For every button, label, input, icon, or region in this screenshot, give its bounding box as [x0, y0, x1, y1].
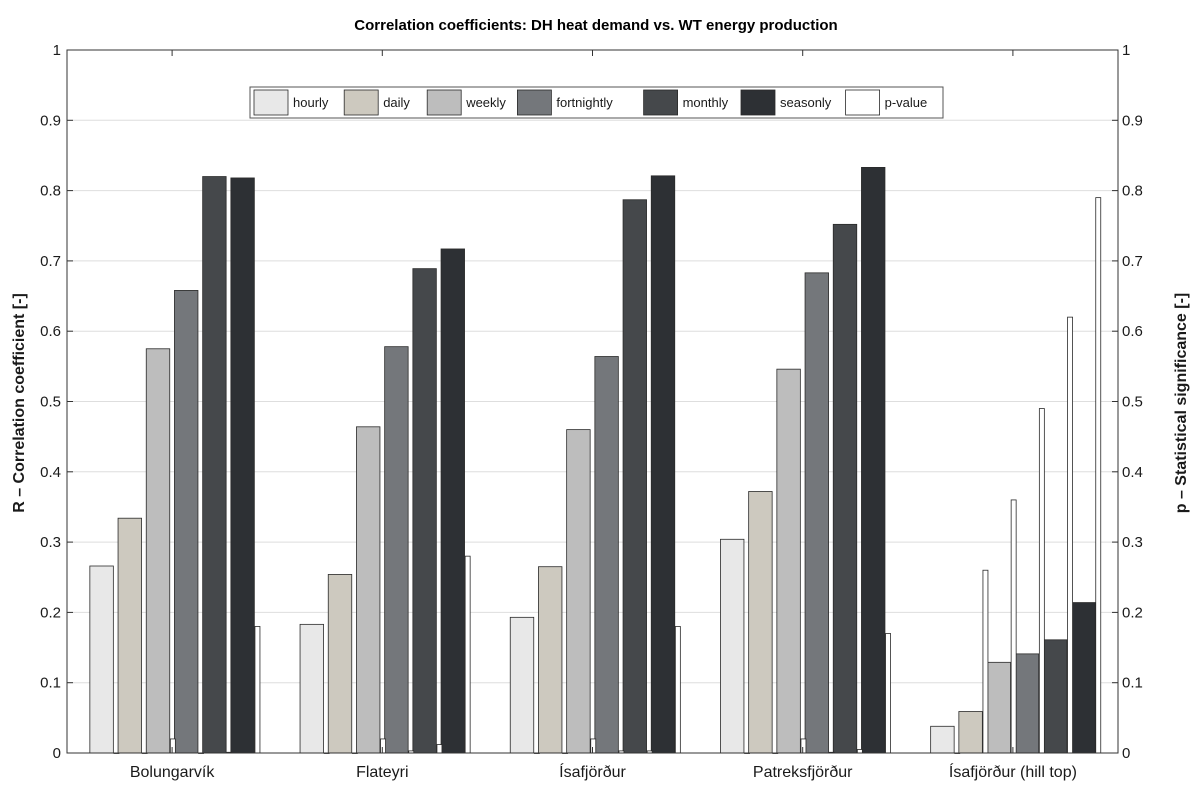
bar-p-value — [1095, 197, 1102, 754]
bar-weekly — [566, 429, 591, 754]
bar-hourly — [720, 538, 745, 754]
legend-swatch-seasonly — [740, 89, 776, 116]
y2-axis-label: p – Statistical significance [-] — [1173, 293, 1190, 514]
bar-seasonly — [650, 175, 676, 754]
bar-monthly — [832, 223, 858, 754]
bar-monthly — [202, 176, 227, 754]
bar-seasonly — [861, 167, 886, 754]
y2-tick-label: 1 — [1122, 42, 1130, 59]
bar-fortnightly — [594, 356, 619, 754]
bar-p-value — [674, 626, 681, 754]
y-tick-label: 0.2 — [40, 604, 61, 621]
bar-daily — [538, 566, 563, 754]
bar-weekly — [356, 426, 381, 754]
legend-swatch-monthly — [643, 89, 678, 116]
y-tick-label: 0.3 — [40, 534, 61, 551]
legend-swatch-p-value — [845, 89, 880, 116]
bar-monthly — [1043, 639, 1068, 754]
y2-tick-label: 0.4 — [1122, 464, 1143, 481]
category-label: Ísafjörður — [559, 762, 626, 781]
legend-swatch-weekly — [426, 89, 462, 116]
bar-weekly — [776, 368, 801, 754]
bar-p-value — [1038, 408, 1045, 754]
bar-p-value — [1010, 499, 1017, 754]
bar-monthly — [622, 199, 647, 754]
y-tick-label: 0.4 — [40, 464, 61, 481]
y-tick-label: 0.5 — [40, 394, 61, 411]
bar-daily — [117, 517, 142, 754]
y2-tick-label: 0.5 — [1122, 394, 1143, 411]
bar-p-value — [436, 744, 443, 754]
bar-p-value — [800, 738, 807, 754]
bar-hourly — [509, 616, 535, 754]
legend-swatch-hourly — [253, 89, 289, 116]
bar-seasonly — [1071, 602, 1096, 754]
bar-p-value — [856, 749, 863, 754]
y-axis-label: R – Correlation coefficient [-] — [11, 293, 28, 513]
category-label: Flateyri — [356, 764, 408, 781]
bar-p-value — [254, 626, 261, 754]
bar-fortnightly — [384, 346, 409, 754]
bar-hourly — [299, 623, 324, 754]
bar-hourly — [930, 725, 955, 754]
y2-tick-label: 0.3 — [1122, 534, 1143, 551]
bar-fortnightly — [1014, 653, 1040, 754]
bar-p-value — [982, 569, 989, 754]
category-label: Bolungarvík — [130, 764, 215, 781]
y2-tick-label: 0 — [1122, 745, 1130, 762]
legend-label-p-value: p-value — [885, 95, 928, 110]
y2-tick-label: 0.8 — [1122, 183, 1143, 200]
category-label: Ísafjörður (hill top) — [949, 762, 1077, 781]
bars-group — [89, 167, 1102, 754]
bar-weekly — [986, 661, 1011, 754]
y2-tick-label: 0.6 — [1122, 323, 1143, 340]
bar-daily — [958, 711, 983, 754]
bar-seasonly — [230, 177, 255, 754]
legend-label-hourly: hourly — [293, 95, 329, 110]
chart-title: Correlation coefficients: DH heat demand… — [354, 17, 837, 34]
legend-label-weekly: weekly — [465, 95, 506, 110]
bar-p-value — [590, 738, 597, 754]
bar-weekly — [145, 348, 171, 754]
y-tick-label: 0.1 — [40, 675, 61, 692]
y-tick-label: 0.6 — [40, 323, 61, 340]
y2-tick-label: 0.1 — [1122, 675, 1143, 692]
legend-label-seasonly: seasonly — [780, 95, 832, 110]
legend-label-fortnightly: fortnightly — [556, 95, 613, 110]
y2-tick-label: 0.9 — [1122, 112, 1143, 129]
bar-p-value — [1067, 316, 1073, 754]
y-tick-label: 0.8 — [40, 183, 61, 200]
bar-daily — [327, 574, 353, 754]
bar-hourly — [89, 565, 114, 754]
bar-seasonly — [440, 248, 465, 754]
bar-fortnightly — [174, 290, 199, 754]
y2-tick-label: 0.2 — [1122, 604, 1143, 621]
bar-monthly — [412, 268, 437, 754]
axis-ticks: 0 0 0.1 0.1 0.2 0.2 0.3 0.3 0.4 0.4 0.5 0.5 0.6 0.6 0.… — [40, 42, 1143, 781]
legend-label-monthly: monthly — [683, 95, 729, 110]
y2-tick-label: 0.7 — [1122, 253, 1143, 270]
category-label: Patreksfjörður — [753, 764, 853, 781]
legend-swatch-fortnightly — [517, 89, 552, 116]
bar-daily — [748, 491, 773, 754]
legend-label-daily: daily — [383, 95, 410, 110]
bar-p-value — [464, 555, 471, 754]
bar-fortnightly — [804, 272, 829, 754]
bar-p-value — [885, 633, 891, 754]
legend-swatch-daily — [343, 89, 379, 116]
y-tick-label: 1 — [53, 42, 61, 59]
legend: hourly daily weekly fortnightly monthly seaso… — [249, 86, 944, 119]
y-tick-label: 0.9 — [40, 112, 61, 129]
bar-p-value — [380, 738, 386, 754]
y-tick-label: 0.7 — [40, 253, 61, 270]
y-tick-label: 0 — [53, 745, 61, 762]
bar-p-value — [169, 738, 176, 754]
